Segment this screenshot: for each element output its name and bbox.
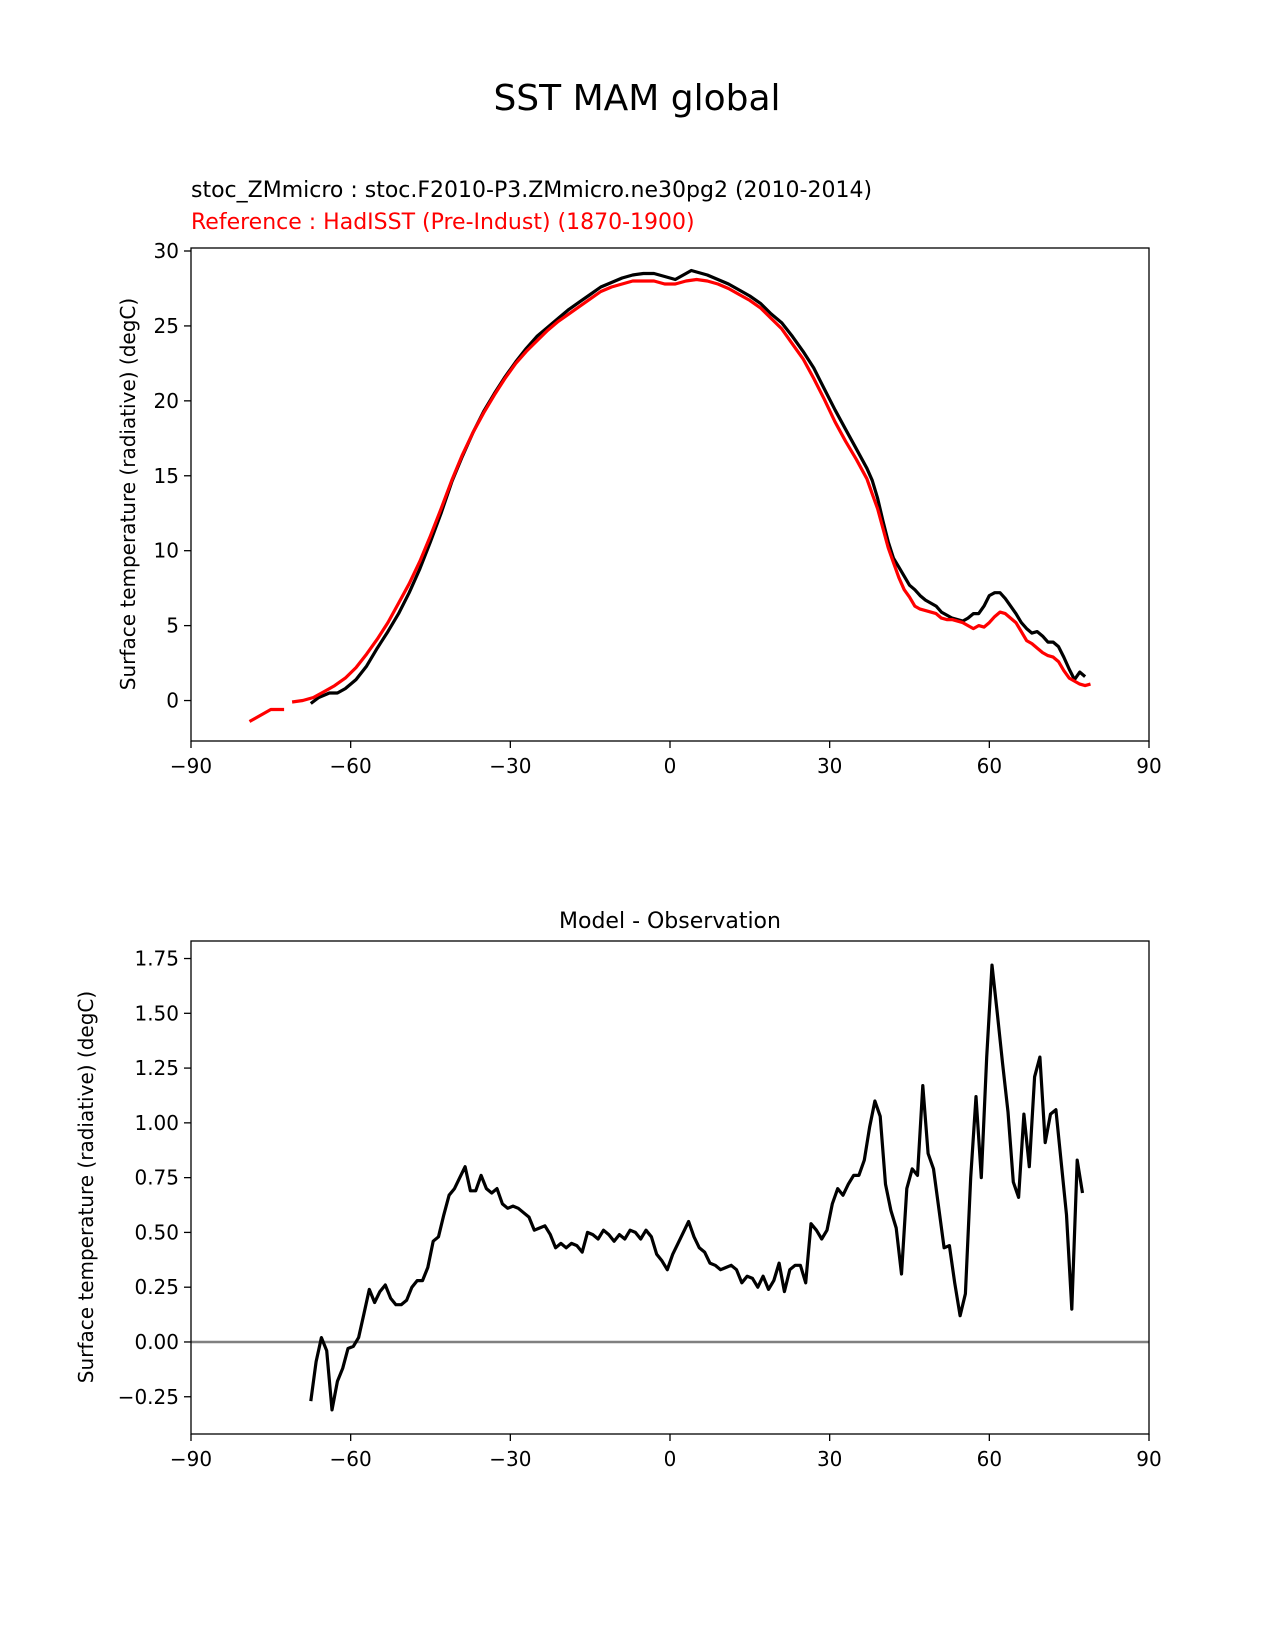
top-xtick-label: 90 <box>1136 754 1161 778</box>
top-xtick-label: −60 <box>330 754 372 778</box>
bottom-ytick-label: 1.75 <box>134 947 179 971</box>
bottom-title: Model - Observation <box>559 909 781 934</box>
bottom-xtick-label: 60 <box>977 1447 1002 1471</box>
top-ytick-label: 0 <box>166 689 179 713</box>
bottom-xtick-label: −90 <box>170 1447 212 1471</box>
bottom-marks <box>191 963 1149 1412</box>
top-title-line2: Reference : HadISST (Pre-Indust) (1870-1… <box>191 210 695 235</box>
bottom-ytick-label: 1.25 <box>134 1056 179 1080</box>
top-ytick-label: 20 <box>154 389 179 413</box>
bottom-xtick-label: 90 <box>1136 1447 1161 1471</box>
bottom-ytick-label: 0.75 <box>134 1166 179 1190</box>
bottom-ytick-label: 0.50 <box>134 1220 179 1244</box>
top-axes-frame <box>190 247 1150 742</box>
top-ylabel: Surface temperature (radiative) (degC) <box>116 298 140 690</box>
top-ytick-label: 30 <box>154 239 179 263</box>
top-series-1-segment-0 <box>248 707 285 723</box>
bottom-ticks: −90 −60 −30 0 30 60 90 −0.25 0.00 0.25 0.50 0.75 1.0… <box>118 947 1162 1471</box>
bottom-xtick-label: 0 <box>664 1447 677 1471</box>
top-xtick-label: −90 <box>170 754 212 778</box>
top-xtick-label: 60 <box>977 754 1002 778</box>
top-ytick-label: 15 <box>154 464 179 488</box>
bottom-ytick-label: −0.25 <box>118 1385 179 1409</box>
figure-suptitle: SST MAM global <box>493 78 780 119</box>
bottom-ytick-label: 1.00 <box>134 1111 179 1135</box>
bottom-xtick-label: −30 <box>489 1447 531 1471</box>
top-panel: stoc_ZMmicro : stoc.F2010-P3.ZMmicro.ne3… <box>116 178 1162 778</box>
top-ytick-label: 5 <box>166 614 179 638</box>
top-xtick-label: 0 <box>664 754 677 778</box>
bottom-panel: Model - Observation Surface temperature … <box>74 909 1162 1471</box>
top-xtick-label: −30 <box>489 754 531 778</box>
top-marks <box>248 268 1091 723</box>
bottom-series-0-segment-0 <box>309 963 1085 1412</box>
bottom-ytick-label: 1.50 <box>134 1001 179 1025</box>
top-ytick-label: 25 <box>154 314 179 338</box>
top-ytick-label: 10 <box>154 539 179 563</box>
bottom-ytick-label: 0.00 <box>134 1330 179 1354</box>
top-xtick-label: 30 <box>817 754 842 778</box>
bottom-axes-frame <box>190 940 1150 1435</box>
bottom-ylabel: Surface temperature (radiative) (degC) <box>74 991 98 1383</box>
top-series-1-segment-1 <box>291 277 1091 704</box>
top-title-line1: stoc_ZMmicro : stoc.F2010-P3.ZMmicro.ne3… <box>191 178 872 203</box>
top-ticks: −90 −60 −30 0 30 60 90 0 5 10 15 20 25 30 <box>154 239 1162 778</box>
bottom-xtick-label: 30 <box>817 1447 842 1471</box>
bottom-xtick-label: −60 <box>330 1447 372 1471</box>
bottom-ytick-label: 0.25 <box>134 1275 179 1299</box>
